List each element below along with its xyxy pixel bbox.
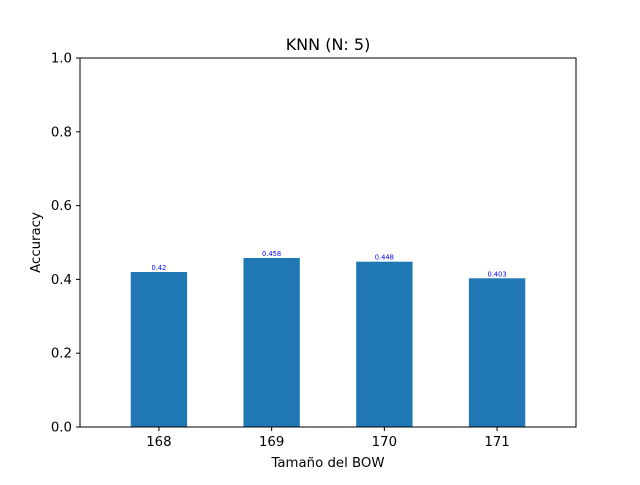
x-tick-label-169: 169 (259, 435, 284, 450)
plot-frame (79, 57, 577, 428)
bars-layer (130, 257, 526, 427)
chart-title: KNN (N: 5) (286, 35, 371, 54)
y-tick-label-3: 0.6 (51, 199, 72, 214)
bar-value-label-168: 0.42 (151, 264, 166, 272)
x-tick-label-170: 170 (372, 435, 397, 450)
bar-168 (130, 272, 188, 427)
value-labels-layer: 0.42 0.458 0.448 0.403 (151, 250, 506, 278)
bar-171 (468, 278, 526, 427)
y-tick-label-2: 0.4 (51, 273, 72, 288)
y-axis-title: Accuracy (29, 212, 44, 273)
y-tick-label-1: 0.2 (51, 347, 72, 362)
bar-value-label-169: 0.458 (262, 250, 281, 258)
y-axis: 0.0 0.2 0.4 0.6 0.8 1.0 (51, 52, 80, 436)
y-tick-label-4: 0.8 (51, 125, 72, 140)
y-tick-label-5: 1.0 (51, 52, 72, 67)
x-tick-label-171: 171 (484, 435, 509, 450)
x-tick-label-168: 168 (146, 435, 171, 450)
x-axis: 168 169 170 171 (146, 427, 510, 450)
bar-169 (243, 257, 300, 427)
bar-value-label-171: 0.403 (488, 270, 507, 278)
y-tick-label-0: 0.0 (51, 421, 72, 436)
bar-170 (356, 261, 413, 427)
bar-value-label-170: 0.448 (375, 254, 394, 262)
x-axis-title: Tamaño del BOW (270, 456, 384, 471)
